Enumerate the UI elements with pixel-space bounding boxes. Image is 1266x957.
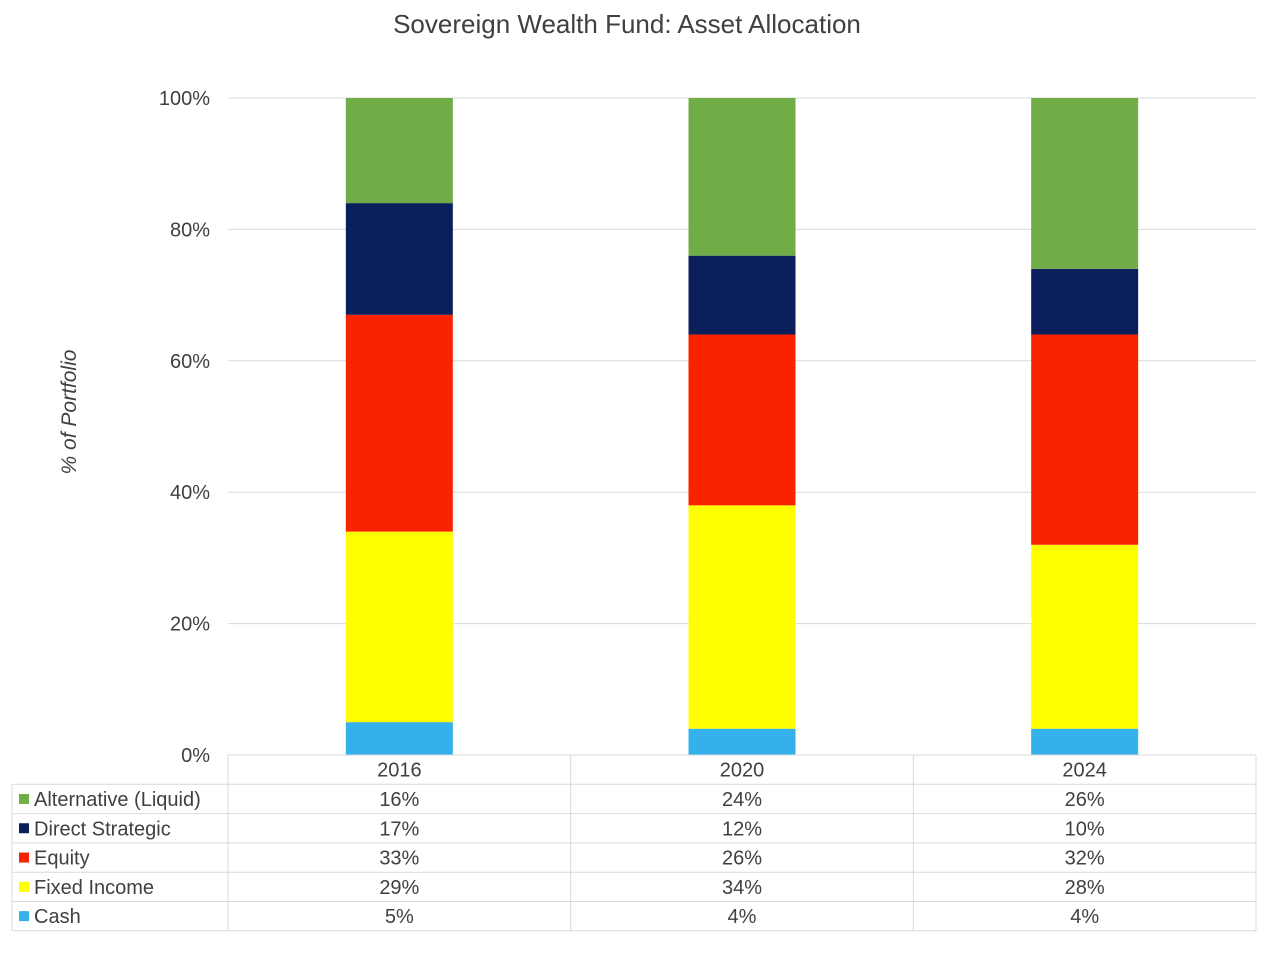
x-category-label: 2020	[720, 760, 765, 782]
table-value-cell: 28%	[1065, 877, 1105, 899]
legend-swatch	[19, 881, 29, 892]
bar-segment-fixed-income-2024	[1031, 544, 1139, 729]
bar-segment-direct-strategic-2020	[688, 255, 796, 335]
bar-segment-direct-strategic-2016	[345, 203, 453, 315]
legend-swatch	[19, 852, 29, 863]
bar-segment-equity-2016	[345, 314, 453, 532]
bar-segment-alternative-liquid-2016	[345, 98, 453, 204]
bar-segment-fixed-income-2016	[345, 531, 453, 723]
y-tick-label: 20%	[170, 614, 210, 636]
legend-series-name: Alternative (Liquid)	[34, 789, 201, 811]
bar-segment-cash-2016	[345, 722, 453, 755]
legend-swatch	[19, 793, 29, 804]
legend-swatch	[19, 823, 29, 834]
table-value-cell: 10%	[1065, 818, 1105, 840]
legend-series-name: Equity	[34, 848, 90, 870]
x-category-label: 2024	[1062, 760, 1107, 782]
table-value-cell: 26%	[722, 848, 762, 870]
bar-segment-fixed-income-2020	[688, 505, 796, 729]
y-axis-ticks: 0% 20% 40% 60% 80% 100%	[159, 88, 210, 767]
table-value-cell: 5%	[385, 906, 414, 928]
chart-title: Sovereign Wealth Fund: Asset Allocation	[393, 9, 861, 39]
bar-segment-alternative-liquid-2024	[1031, 98, 1139, 269]
y-axis-label: % of Portfolio	[58, 349, 81, 474]
y-tick-label: 40%	[170, 482, 210, 504]
table-value-cell: 4%	[1070, 906, 1099, 928]
legend-series-name: Cash	[34, 906, 81, 928]
x-category-label: 2016	[377, 760, 422, 782]
bar-segment-direct-strategic-2024	[1031, 268, 1139, 335]
table-value-cell: 24%	[722, 789, 762, 811]
bar-segment-equity-2024	[1031, 334, 1139, 545]
table-value-cell: 32%	[1065, 848, 1105, 870]
legend-swatch	[19, 911, 29, 922]
legend-series-name: Fixed Income	[34, 877, 154, 899]
table-value-cell: 4%	[728, 906, 757, 928]
y-tick-label: 60%	[170, 351, 210, 373]
table-value-cell: 34%	[722, 877, 762, 899]
bar-series-group	[345, 98, 1139, 755]
y-tick-label: 100%	[159, 88, 210, 110]
y-tick-label: 0%	[181, 745, 210, 767]
bar-segment-cash-2020	[688, 728, 796, 755]
bar-segment-cash-2024	[1031, 728, 1139, 755]
table-value-cell: 29%	[379, 877, 419, 899]
table-value-cell: 16%	[379, 789, 419, 811]
table-value-cell: 12%	[722, 818, 762, 840]
y-tick-label: 80%	[170, 219, 210, 241]
data-table: 2016 2020 2024 Alternative (Liquid) 16% 24% 26…	[11, 754, 1257, 932]
table-value-cell: 17%	[379, 818, 419, 840]
table-value-cell: 26%	[1065, 789, 1105, 811]
bar-segment-equity-2020	[688, 334, 796, 506]
table-value-cell: 33%	[379, 848, 419, 870]
legend-series-name: Direct Strategic	[34, 818, 171, 840]
bar-segment-alternative-liquid-2020	[688, 98, 796, 256]
